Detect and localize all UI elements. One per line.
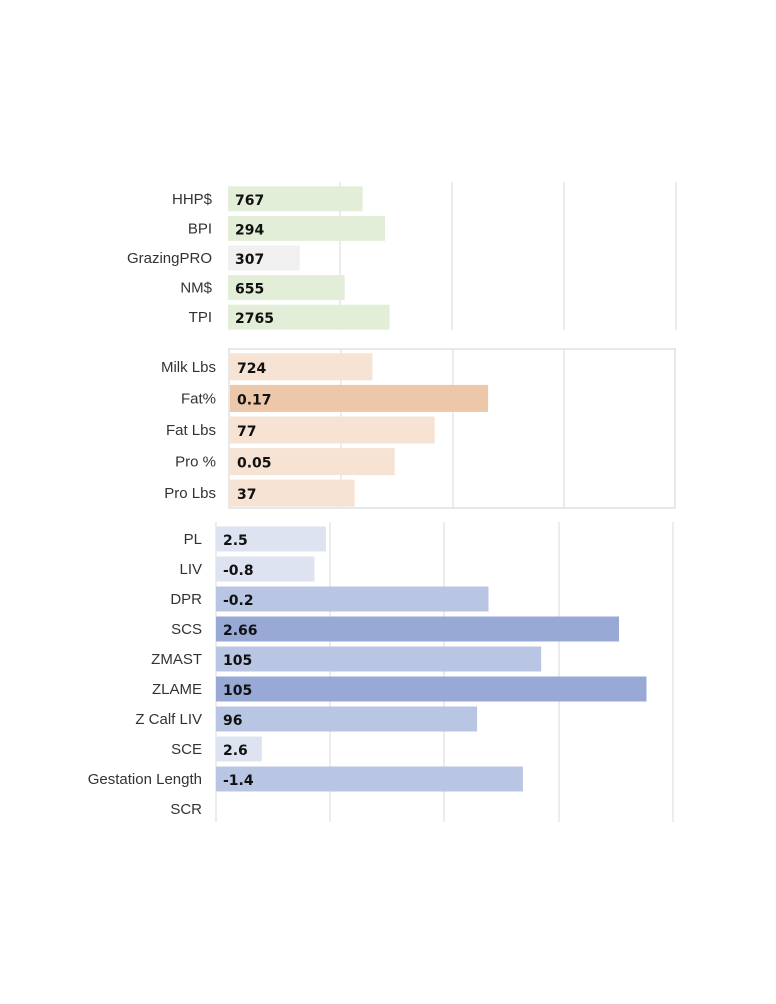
data-label-2-6: 96	[223, 713, 242, 729]
data-label-0-2: 307	[235, 252, 264, 268]
category-label-2-1: LIV	[179, 561, 202, 578]
bar-0-1	[228, 215, 386, 241]
category-label-1-0: Milk Lbs	[161, 359, 216, 376]
data-label-1-4: 37	[237, 487, 256, 503]
category-label-2-7: SCE	[171, 741, 202, 758]
data-label-1-3: 0.05	[237, 456, 272, 472]
category-label-2-6: Z Calf LIV	[135, 711, 202, 728]
bar-1-3	[230, 448, 395, 476]
bar-1-2	[230, 416, 435, 444]
data-label-2-4: 105	[223, 653, 252, 669]
bar-1-0	[230, 353, 373, 381]
panel-frame-1	[228, 348, 676, 509]
data-label-0-1: 294	[235, 222, 264, 238]
data-label-0-3: 655	[235, 282, 264, 298]
data-label-2-7: 2.6	[223, 743, 248, 759]
category-label-0-2: GrazingPRO	[127, 250, 212, 267]
bar-0-4	[228, 304, 390, 330]
category-label-2-5: ZLAME	[152, 681, 202, 698]
bar-2-7	[216, 736, 262, 762]
category-label-2-3: SCS	[171, 621, 202, 638]
category-label-0-0: HHP$	[172, 191, 213, 208]
bar-2-3	[216, 616, 619, 642]
data-label-1-2: 77	[237, 424, 256, 440]
bar-2-8	[216, 766, 523, 792]
data-label-1-1: 0.17	[237, 392, 272, 408]
bar-2-2	[216, 586, 489, 612]
category-label-2-2: DPR	[170, 591, 202, 608]
data-label-2-2: -0.2	[223, 593, 254, 609]
bar-2-4	[216, 646, 542, 672]
bar-2-5	[216, 676, 647, 702]
bar-2-6	[216, 706, 478, 732]
bar-0-3	[228, 275, 345, 301]
data-label-1-0: 724	[237, 361, 266, 377]
bar-1-1	[230, 384, 489, 412]
category-label-1-3: Pro %	[175, 454, 216, 471]
data-label-2-8: -1.4	[223, 773, 254, 789]
category-label-1-2: Fat Lbs	[166, 422, 216, 439]
data-label-2-0: 2.5	[223, 533, 248, 549]
bar-0-0	[228, 186, 363, 212]
category-label-2-4: ZMAST	[151, 651, 202, 668]
data-label-2-3: 2.66	[223, 623, 258, 639]
category-label-1-1: Fat%	[181, 390, 216, 407]
category-label-0-4: TPI	[189, 309, 212, 326]
category-label-2-9: SCR	[170, 801, 202, 818]
data-label-0-0: 767	[235, 193, 264, 209]
category-label-2-0: PL	[184, 531, 202, 548]
data-label-0-4: 2765	[235, 311, 274, 327]
bar-0-2	[228, 245, 300, 271]
bar-1-4	[230, 479, 355, 507]
category-label-0-1: BPI	[188, 220, 212, 237]
bar-2-0	[216, 526, 326, 552]
category-label-2-8: Gestation Length	[88, 771, 202, 788]
bar-2-1	[216, 556, 315, 582]
data-label-2-1: -0.8	[223, 563, 254, 579]
data-label-2-5: 105	[223, 683, 252, 699]
category-label-1-4: Pro Lbs	[164, 485, 216, 502]
category-label-0-3: NM$	[180, 280, 212, 297]
